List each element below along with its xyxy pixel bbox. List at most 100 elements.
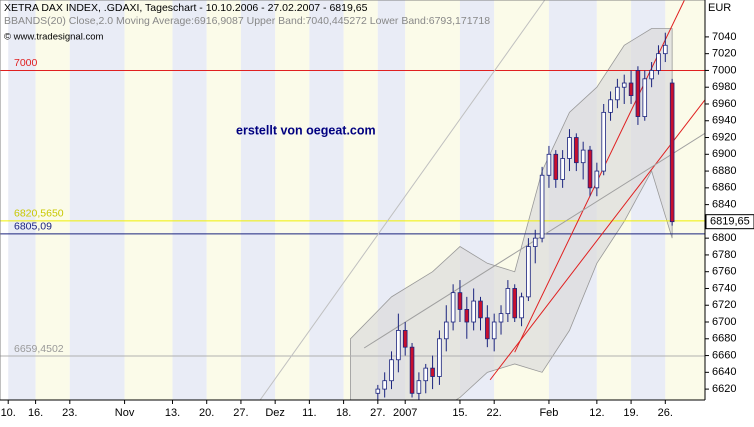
candle-body [382,380,387,390]
candle-body [656,53,661,71]
candle-body [608,99,613,113]
candle-body [574,137,579,164]
candle-body [423,367,429,382]
y-tick-label: 6960 [712,98,736,110]
y-tick-label: 6660 [712,349,736,361]
x-tick-label: 10. [1,407,16,419]
candle-body [389,359,394,382]
candle-body [642,78,648,117]
week-stripe [69,0,125,400]
candle-body [409,346,415,394]
x-tick-label: 26. [658,407,673,419]
candle-body [498,313,504,323]
candle-body [532,237,538,247]
x-tick-label: Feb [539,407,558,419]
x-tick-label: 20. [199,407,214,419]
x-tick-label: 15. [452,407,467,419]
x-tick-label: 22. [487,407,502,419]
x-tick-label: 11. [302,407,316,419]
y-tick-label: 6880 [712,165,736,177]
plot-area [0,0,705,400]
candle-body [402,329,408,348]
candle-body [587,149,593,189]
candle-body [457,292,463,310]
trendline [489,99,705,381]
y-tick-label: 7020 [712,48,736,60]
x-tick-label: 2007 [393,407,417,419]
candle-body [450,292,456,323]
candle-body [519,296,524,319]
candle-body [505,288,511,315]
y-tick-label: 6780 [712,249,736,261]
y-tick-label: 6860 [712,182,736,194]
week-stripe [8,0,36,400]
x-tick-label: 23. [62,407,77,419]
x-tick-label: 16. [28,407,43,419]
y-tick-label: 6980 [712,81,736,93]
y-tick-label: 6900 [712,148,736,160]
candle-body [594,170,600,189]
y-tick-label: 6680 [712,333,736,345]
trendline [259,0,546,400]
y-tick-label: 6840 [712,199,736,211]
candle-body [553,153,559,180]
level-label: 7000 [14,57,38,69]
candle-body [471,300,476,323]
candle-body [560,158,565,180]
y-tick-label: 6740 [712,282,736,294]
candle-body [443,321,449,340]
candle-body [437,338,442,377]
x-tick-label: Nov [115,407,135,419]
candle-body [567,137,572,159]
candle-body [512,288,518,319]
candle-body [621,82,627,88]
candle-body [663,44,668,55]
candle-body [539,174,545,239]
subtitle: BBANDS(20) Close,2.0 Moving Average:6916… [4,15,490,27]
level-label: 6659,4502 [14,343,64,355]
y-tick-label: 6620 [712,383,736,395]
x-tick-label: 12. [589,407,604,419]
y-axis-label: EUR [708,2,731,14]
candle-body [546,153,552,176]
y-tick-label: 6720 [712,299,736,311]
candle-body [628,82,634,96]
candle-body [396,329,401,361]
week-stripe [206,0,241,400]
y-tick-label: 6700 [712,316,736,328]
level-label: 6805,09 [14,221,52,233]
y-tick-label: 6800 [712,232,736,244]
y-tick-label: 7040 [712,31,736,43]
x-tick-label: 27. [370,407,385,419]
week-stripe [240,0,276,400]
candle-body [635,70,641,117]
week-stripe [309,0,344,400]
x-tick-label: 19. [623,407,638,419]
level-label: 6820,5650 [14,208,64,220]
candle-body [375,388,381,394]
candle-body [416,380,422,394]
last-price-box [705,214,754,230]
x-tick-label: Dez [265,407,285,419]
y-tick-label: 6920 [712,131,736,143]
week-stripe [35,0,70,400]
annotation: erstellt von oegeat.com [236,123,376,137]
x-tick-label: 27. [233,407,248,419]
candle-body [491,321,497,340]
x-axis-bg [0,400,754,422]
x-tick-label: 18. [336,407,351,419]
week-stripe [172,0,207,400]
candle-body [526,246,531,298]
title: XETRA DAX INDEX, .GDAXI, Tageschart - 10… [4,2,368,14]
last-price-label: 6819,65 [710,216,750,228]
y-tick-label: 6760 [712,266,736,278]
candle-body [478,300,483,319]
candle-body [601,111,606,172]
y-tick-label: 7000 [712,64,736,76]
candle-body [669,82,675,223]
candle-body [485,317,490,340]
bollinger-band [350,28,673,400]
candle-body [649,70,654,80]
candle-body [615,86,620,101]
y-tick-label: 6640 [712,366,736,378]
